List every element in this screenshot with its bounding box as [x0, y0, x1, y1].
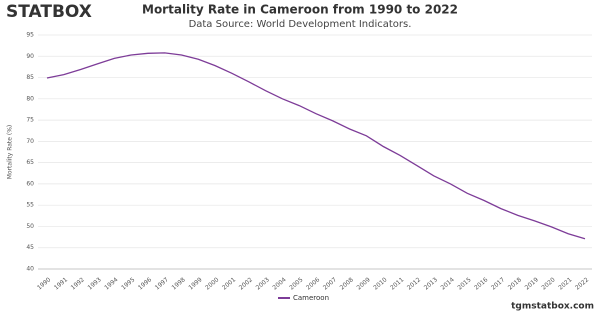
y-tick-label: 50 — [26, 223, 34, 230]
y-tick-label: 80 — [26, 95, 34, 102]
chart-title: Mortality Rate in Cameroon from 1990 to … — [142, 3, 458, 17]
chart-subtitle: Data Source: World Development Indicator… — [189, 19, 412, 30]
y-tick-label: 90 — [26, 53, 34, 60]
x-tick-label: 2011 — [389, 276, 405, 291]
x-tick-label: 2018 — [507, 276, 523, 291]
x-tick-label: 2015 — [456, 276, 472, 291]
y-tick-label: 70 — [26, 138, 34, 145]
x-tick-label: 1996 — [137, 276, 153, 291]
x-tick-label: 2012 — [406, 276, 422, 291]
y-axis-label: Mortality Rate (%) — [7, 125, 14, 180]
x-tick-label: 1991 — [53, 276, 69, 291]
x-tick-label: 2010 — [372, 276, 388, 291]
y-tick-label: 75 — [26, 117, 34, 124]
x-tick-label: 1998 — [171, 276, 187, 291]
x-tick-label: 2020 — [540, 276, 556, 291]
x-tick-label: 1997 — [154, 276, 170, 291]
y-tick-label: 85 — [26, 74, 34, 81]
y-tick-label: 65 — [26, 159, 34, 166]
y-tick-label: 95 — [26, 32, 34, 39]
logo: STATBOX — [6, 2, 92, 22]
watermark: tgmstatbox.com — [511, 302, 594, 312]
x-tick-label: 2009 — [355, 276, 371, 291]
x-tick-label: 2001 — [221, 276, 237, 291]
x-tick-label: 2005 — [288, 276, 304, 291]
y-tick-label: 45 — [26, 244, 34, 251]
x-tick-label: 2003 — [255, 276, 271, 291]
data-line — [46, 52, 586, 240]
x-tick-label: 1993 — [86, 276, 102, 291]
x-tick-label: 2013 — [423, 276, 439, 291]
y-tick-label: 40 — [26, 266, 34, 273]
x-tick-label: 2007 — [322, 276, 338, 291]
x-tick-label: 2021 — [557, 276, 573, 291]
y-tick-label: 55 — [26, 202, 34, 209]
x-tick-label: 2019 — [524, 276, 540, 291]
x-tick-label: 2008 — [339, 276, 355, 291]
x-tick-label: 2006 — [305, 276, 321, 291]
x-tick-label: 2002 — [238, 276, 254, 291]
x-tick-label: 2016 — [473, 276, 489, 291]
x-tick-label: 2004 — [271, 276, 287, 291]
x-tick-label: 2000 — [204, 276, 220, 291]
x-tick-label: 1992 — [70, 276, 86, 291]
x-tick-label: 2014 — [440, 276, 456, 291]
x-tick-label: 1999 — [187, 276, 203, 291]
x-tick-label: 1990 — [36, 276, 52, 291]
x-tick-label: 1994 — [103, 276, 119, 291]
x-tick-label: 1995 — [120, 276, 136, 291]
x-tick-label: 2017 — [490, 276, 506, 291]
y-tick-label: 60 — [26, 180, 34, 187]
x-tick-label: 2022 — [574, 276, 590, 291]
legend-label: Cameroon — [293, 294, 329, 302]
